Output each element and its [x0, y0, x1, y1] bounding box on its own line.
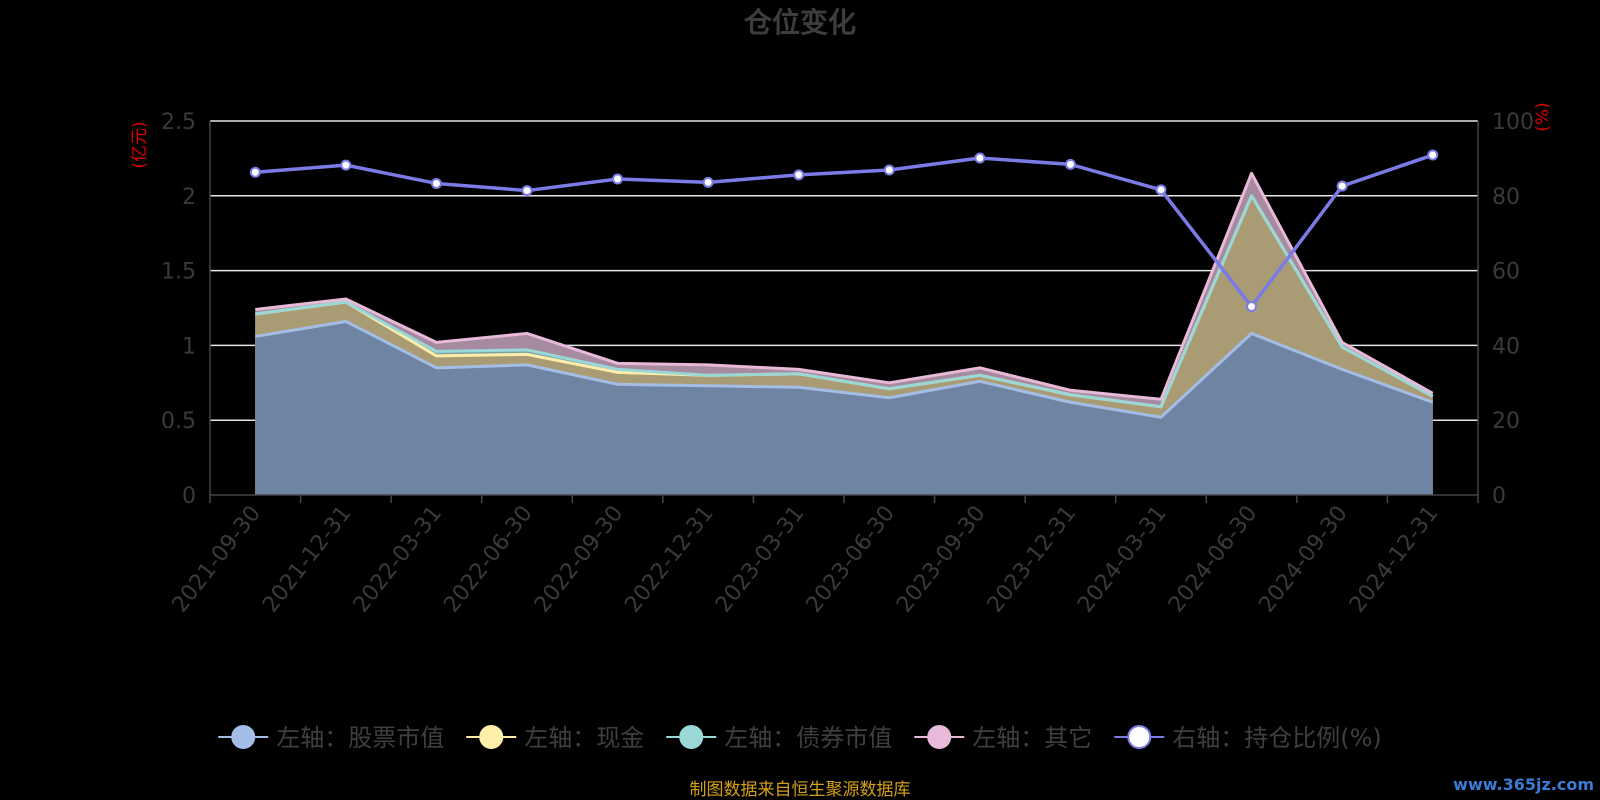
left-tick-label: 2 [182, 185, 196, 210]
x-tick-label: 2024-09-30 [1254, 501, 1352, 617]
legend-item: 右轴：持仓比例(%) [1114, 724, 1382, 752]
ratio-point [974, 152, 986, 164]
area-0 [255, 321, 1433, 495]
right-tick-label: 20 [1492, 409, 1520, 434]
series-line-3 [255, 171, 1434, 401]
x-tick-label: 2021-12-31 [258, 501, 356, 617]
legend-swatch-marker [479, 725, 504, 749]
ratio-point [612, 173, 624, 185]
line-layer [249, 149, 1439, 313]
x-tick-label: 2024-03-31 [1073, 501, 1171, 617]
legend-swatch-marker [679, 725, 704, 749]
x-tick-label: 2022-06-30 [439, 501, 537, 617]
legend-item: 左轴：现金 [466, 724, 644, 752]
x-tick-label: 2023-03-31 [711, 501, 809, 617]
legend-label: 右轴：持仓比例(%) [1172, 724, 1382, 752]
right-tick-label: 100 [1492, 110, 1534, 135]
ratio-point [1427, 149, 1439, 161]
left-tick-label: 0 [182, 484, 196, 509]
ratio-point [793, 169, 805, 181]
x-tick-label: 2023-06-30 [802, 501, 900, 617]
ratio-point [1064, 158, 1076, 170]
legend-label: 左轴：股票市值 [276, 724, 444, 752]
x-tick-label: 2024-12-31 [1345, 501, 1443, 617]
legend-label: 左轴：债券市值 [724, 724, 892, 752]
series-line-0 [255, 319, 1434, 419]
right-tick-label: 60 [1492, 260, 1520, 285]
watermark: www.365jz.com [1453, 775, 1594, 794]
x-tick-label: 2022-09-30 [530, 501, 628, 617]
left-tick-label: 1.5 [161, 260, 196, 285]
legend-label: 左轴：现金 [524, 724, 644, 752]
ratio-point [1155, 184, 1167, 196]
legend-swatch-marker [1127, 725, 1152, 749]
left-tick-label: 0.5 [161, 409, 196, 434]
x-tick-label: 2023-09-30 [892, 501, 990, 617]
ratio-point [702, 176, 714, 188]
ratio-point [1246, 301, 1258, 313]
right-tick-label: 40 [1492, 334, 1520, 359]
x-tick-label: 2022-12-31 [620, 501, 718, 617]
ratio-point [249, 166, 261, 178]
legend-item: 左轴：债券市值 [666, 724, 892, 752]
right-tick-label: 0 [1492, 484, 1506, 509]
ratio-point [1336, 180, 1348, 192]
left-tick-label: 1 [182, 334, 196, 359]
legend-item: 左轴：其它 [914, 724, 1092, 752]
left-axis-unit: (亿元) [130, 121, 150, 168]
ratio-point [340, 159, 352, 171]
right-axis-unit: (%) [1533, 102, 1553, 131]
x-tick-label: 2023-12-31 [983, 501, 1081, 617]
x-tick-label: 2024-06-30 [1164, 501, 1262, 617]
x-tick-label: 2021-09-30 [168, 501, 266, 617]
legend-swatch-marker [231, 725, 256, 749]
series-line-2 [255, 194, 1434, 409]
data-source-note: 制图数据来自恒生聚源数据库 [690, 780, 911, 800]
right-tick-label: 80 [1492, 185, 1520, 210]
area-layer [255, 171, 1434, 496]
legend-label: 左轴：其它 [972, 724, 1092, 752]
ratio-point [430, 177, 442, 189]
legend-item: 左轴：股票市值 [218, 724, 444, 752]
chart-title: 仓位变化 [744, 6, 856, 39]
legend: 左轴：股票市值 左轴：现金 左轴：债券市值 左轴：其它 右轴：持仓比例(%) [218, 724, 1382, 752]
left-tick-label: 2.5 [161, 110, 196, 135]
ratio-point [883, 164, 895, 176]
ratio-point [521, 185, 533, 197]
ratio-line [255, 153, 1434, 309]
x-tick-label: 2022-03-31 [349, 501, 447, 617]
legend-swatch-marker [927, 725, 952, 749]
